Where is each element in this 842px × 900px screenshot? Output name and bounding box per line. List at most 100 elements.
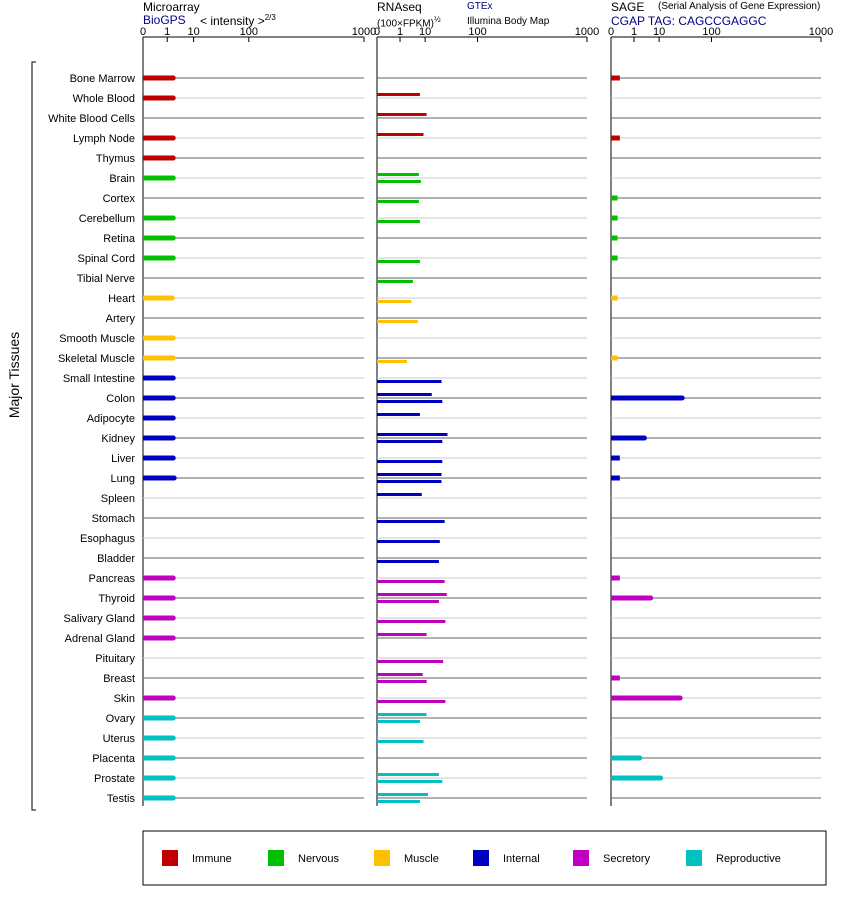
- bar-biogps: [143, 775, 174, 781]
- bar-biogps-cap: [170, 415, 176, 421]
- bar-biogps-cap: [170, 735, 176, 741]
- tissue-label: Bladder: [97, 553, 135, 565]
- bar-biogps-cap: [170, 575, 176, 581]
- bar-biogps-cap: [170, 135, 176, 141]
- rnaseq-unit-exponent: ½: [433, 15, 441, 24]
- bar-biogps-cap: [170, 775, 176, 781]
- tissue-label: Esophagus: [80, 533, 136, 545]
- bar-sage: [611, 355, 618, 361]
- sage-title: SAGE: [611, 0, 645, 14]
- bar-biogps: [143, 295, 173, 301]
- tissue-label: Pituitary: [95, 653, 135, 665]
- bar-sage: [611, 295, 618, 301]
- bar-biogps: [143, 735, 174, 741]
- tissue-label: Stomach: [92, 513, 135, 525]
- microarray-tick-label-1: 1: [164, 26, 170, 38]
- illumina-source-link[interactable]: Illumina Body Map: [467, 16, 550, 27]
- tissue-label: Thymus: [96, 153, 136, 165]
- tissue-label: Bone Marrow: [70, 73, 135, 85]
- bar-sage: [611, 395, 683, 401]
- bar-biogps-cap: [170, 235, 176, 241]
- bar-biogps-cap: [170, 455, 176, 461]
- bar-gtex: [377, 793, 428, 796]
- bar-biogps-cap: [170, 755, 176, 761]
- legend-swatch-immune: [162, 850, 178, 866]
- legend-swatch-internal: [473, 850, 489, 866]
- bar-gtex: [377, 433, 448, 436]
- gtex-source-link[interactable]: GTEx: [467, 1, 493, 12]
- bar-sage: [611, 435, 645, 441]
- tissue-label: Colon: [106, 393, 135, 405]
- tissue-label: White Blood Cells: [48, 113, 135, 125]
- bar-sage: [611, 595, 651, 601]
- bar-illumina: [377, 800, 420, 803]
- bar-biogps-cap: [170, 355, 176, 361]
- sage-tick-label-10: 10: [653, 26, 665, 38]
- bar-gtex: [377, 593, 447, 596]
- bar-biogps-cap: [170, 635, 176, 641]
- bar-illumina: [377, 220, 420, 223]
- bar-biogps: [143, 755, 174, 761]
- tissue-label: Spinal Cord: [78, 253, 135, 265]
- tissue-label: Thyroid: [98, 593, 135, 605]
- y-group-label: Major Tissues: [6, 332, 22, 418]
- sage-tick-label-1000: 1000: [809, 26, 833, 38]
- bar-gtex: [377, 473, 442, 476]
- bar-illumina: [377, 260, 420, 263]
- bar-illumina: [377, 620, 446, 623]
- bar-biogps-cap: [170, 395, 176, 401]
- tissue-label: Testis: [107, 793, 136, 805]
- bar-biogps: [143, 375, 174, 381]
- bar-biogps-cap: [170, 595, 176, 601]
- bar-biogps-cap: [170, 695, 176, 701]
- bar-sage-cap: [677, 695, 683, 701]
- bar-sage-cap: [637, 755, 643, 761]
- bar-biogps: [143, 155, 174, 161]
- bar-illumina: [377, 700, 446, 703]
- tissue-label: Skin: [114, 693, 135, 705]
- tissue-label: Ovary: [106, 713, 136, 725]
- bar-sage-cap: [679, 395, 685, 401]
- bar-biogps: [143, 75, 174, 81]
- bar-biogps: [143, 255, 174, 261]
- bar-biogps-cap: [170, 615, 176, 621]
- rnaseq-unit: (100×FPKM)½: [377, 15, 441, 29]
- sage-tag-link[interactable]: CGAP TAG: CAGCCGAGGC: [611, 14, 767, 28]
- tissue-label: Cerebellum: [79, 213, 135, 225]
- bar-illumina: [377, 480, 442, 483]
- legend-label-nervous: Nervous: [298, 853, 339, 865]
- bar-biogps: [143, 795, 174, 801]
- legend-label-secretory: Secretory: [603, 853, 651, 865]
- tissue-label: Liver: [111, 453, 135, 465]
- bar-biogps: [143, 475, 175, 481]
- biogps-source-link[interactable]: BioGPS: [143, 13, 186, 27]
- bar-biogps: [143, 415, 174, 421]
- bar-biogps-cap: [171, 475, 177, 481]
- tissue-label: Cortex: [103, 193, 136, 205]
- bar-biogps: [143, 435, 174, 441]
- tissue-label: Lung: [111, 473, 135, 485]
- bar-gtex: [377, 113, 427, 116]
- bar-sage: [611, 75, 620, 81]
- bar-biogps: [143, 215, 174, 221]
- rnaseq-tick-label-1000: 1000: [575, 26, 599, 38]
- bar-sage: [611, 755, 640, 761]
- bar-biogps-cap: [170, 715, 176, 721]
- bar-biogps: [143, 455, 174, 461]
- tissue-label: Salivary Gland: [63, 613, 135, 625]
- bar-illumina: [377, 380, 442, 383]
- legend-swatch-nervous: [268, 850, 284, 866]
- bar-illumina: [377, 180, 421, 183]
- bar-illumina: [377, 400, 443, 403]
- tissue-label: Artery: [106, 313, 136, 325]
- bar-illumina: [377, 680, 427, 683]
- sage-tick-label-0: 0: [608, 26, 614, 38]
- tissue-label: Whole Blood: [73, 93, 135, 105]
- bar-illumina: [377, 740, 424, 743]
- bar-biogps: [143, 95, 174, 101]
- bar-illumina: [377, 360, 408, 363]
- microarray-title: Microarray: [143, 0, 200, 14]
- bar-gtex: [377, 413, 420, 416]
- bar-gtex: [377, 773, 439, 776]
- bar-illumina: [377, 560, 439, 563]
